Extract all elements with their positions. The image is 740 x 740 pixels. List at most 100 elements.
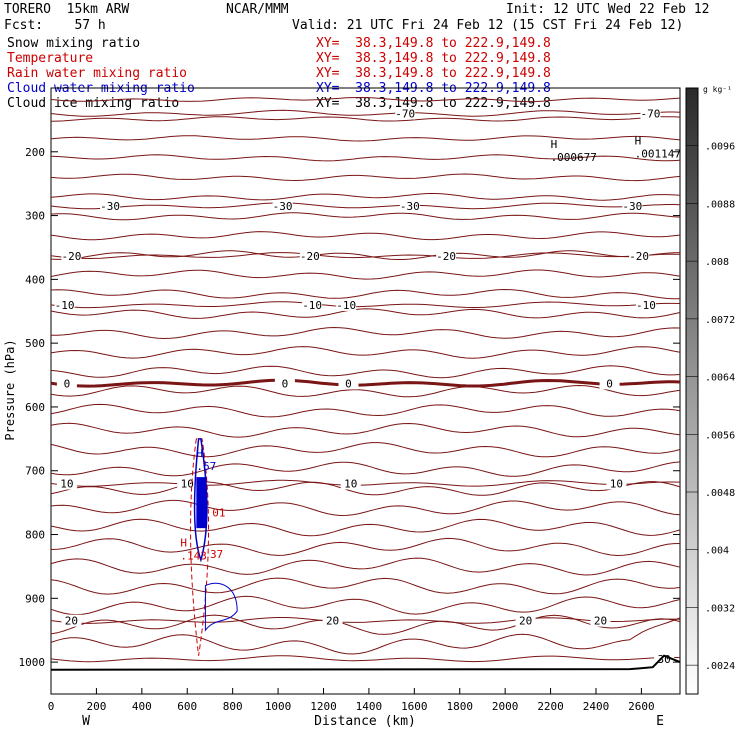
x-tick-label: 1600 (401, 700, 428, 713)
temperature-contour (50, 422, 681, 438)
legend-field-cloud-water: Cloud water mixing ratio (7, 81, 195, 96)
legend-xy-rain: XY= 38.3,149.8 to 222.9,149.8 (316, 66, 551, 81)
y-tick-label: 400 (25, 273, 45, 286)
temperature-contour (50, 135, 681, 142)
contour-label: 0 (64, 377, 71, 390)
temperature-contour (50, 499, 681, 517)
temperature-contour (50, 481, 681, 496)
contour-label-bg (322, 614, 343, 627)
contour-label-bg (635, 298, 656, 311)
temperature-contour (50, 173, 681, 182)
contour-label: 10 (60, 477, 73, 490)
labeled-temperature-contour (50, 301, 681, 309)
contour-label: -10 (55, 299, 75, 312)
temperature-contour (50, 96, 681, 103)
contour-label-bg (56, 477, 77, 490)
colorbar (685, 87, 699, 695)
labeled-temperature-contour (50, 202, 681, 210)
contour-label: 10 (610, 477, 623, 490)
temperature-contour (50, 116, 681, 122)
x-tick-label: 2600 (628, 700, 655, 713)
x-tick-label: 400 (132, 700, 152, 713)
temperature-contour (50, 193, 681, 201)
temperature-contour (50, 308, 681, 319)
contour-label: 20 (65, 615, 78, 628)
colorbar-tick-label: .0048 (705, 488, 735, 499)
contour-label-bg (599, 377, 620, 390)
y-axis-label: Pressure (hPa) (3, 339, 17, 440)
colorbar-tick-label: .0056 (705, 430, 735, 441)
contour-label: -30 (622, 200, 642, 213)
east-label: E (656, 714, 664, 729)
center-label: NCAR/MMM (226, 2, 289, 17)
temperature-contour (50, 365, 681, 379)
temperature-contour (50, 442, 681, 458)
contour-label: 20 (519, 615, 532, 628)
legend-xy-snow: XY= 38.3,149.8 to 222.9,149.8 (316, 36, 551, 51)
contour-label-bg (100, 200, 121, 213)
high-value: .000677 (551, 151, 597, 164)
contour-label-bg (340, 477, 361, 490)
contour-label: -10 (336, 299, 356, 312)
high-value: .143 (180, 549, 207, 562)
colorbar-tick-label: .004 (705, 546, 729, 557)
x-tick-label: 1800 (446, 700, 473, 713)
contour-label-bg (54, 298, 75, 311)
temperature-contour (50, 518, 681, 537)
contour-label: -10 (302, 299, 322, 312)
x-tick-label: 600 (177, 700, 197, 713)
contour-label: -20 (300, 250, 320, 263)
colorbar-tick-label: .0032 (705, 603, 735, 614)
y-tick-label: 200 (25, 146, 45, 159)
x-tick-label: 1400 (356, 700, 383, 713)
high-marker: H (635, 135, 642, 148)
legend-field-rain: Rain water mixing ratio (7, 66, 188, 81)
cloud-water-contour (193, 438, 208, 563)
temperature-contour (50, 617, 681, 655)
legend-xy-cloud-ice: XY= 38.3,149.8 to 222.9,149.8 (316, 96, 551, 111)
x-tick-label: 800 (223, 700, 243, 713)
temperature-contour (50, 557, 681, 576)
cloud-water-core (196, 477, 207, 529)
y-tick-label: 600 (25, 401, 45, 414)
contour-label-bg (590, 614, 611, 627)
contour-label: 0 (606, 377, 613, 390)
temperature-contour (50, 461, 681, 477)
high-value: 01 (212, 507, 225, 520)
contour-label-bg (629, 249, 650, 262)
contour-label-bg (338, 377, 359, 390)
temperature-contour (50, 346, 681, 359)
temperature-contour (50, 384, 681, 398)
labeled-temperature-contour (50, 655, 681, 663)
high-marker: H (196, 447, 203, 460)
temperature-contour (50, 577, 681, 595)
contour-label-bg (274, 377, 295, 390)
temperature-contour (50, 403, 681, 418)
colorbar-unit: g kg⁻¹ (703, 85, 732, 94)
init-time: Init: 12 UTC Wed 22 Feb 12 (506, 2, 710, 17)
contour-label-bg (56, 377, 77, 390)
cloud-water-contour-low (204, 582, 238, 632)
contour-label: 10 (344, 477, 357, 490)
high-value: .001147 (635, 148, 681, 161)
west-label: W (82, 714, 90, 729)
colorbar-tick-label: .0024 (705, 661, 735, 672)
temperature-contour (50, 231, 681, 241)
contour-label: 10 (181, 477, 194, 490)
colorbar-tick-label: .008 (705, 257, 729, 268)
contour-label: 0 (345, 377, 352, 390)
contour-label: -20 (629, 250, 649, 263)
contour-label-bg (272, 200, 293, 213)
contour-label-bg (399, 200, 420, 213)
contour-label: 0 (282, 377, 289, 390)
colorbar-tick-label: .0072 (705, 315, 735, 326)
y-tick-label: 500 (25, 337, 45, 350)
y-tick-label: 700 (25, 465, 45, 478)
contour-label: 20 (326, 615, 339, 628)
temperature-contour (50, 614, 681, 635)
labeled-temperature-contour (50, 479, 681, 487)
temperature-contour (50, 250, 681, 260)
contour-label-bg (302, 298, 323, 311)
labeled-temperature-contour (50, 109, 681, 117)
plot-frame (50, 87, 681, 695)
